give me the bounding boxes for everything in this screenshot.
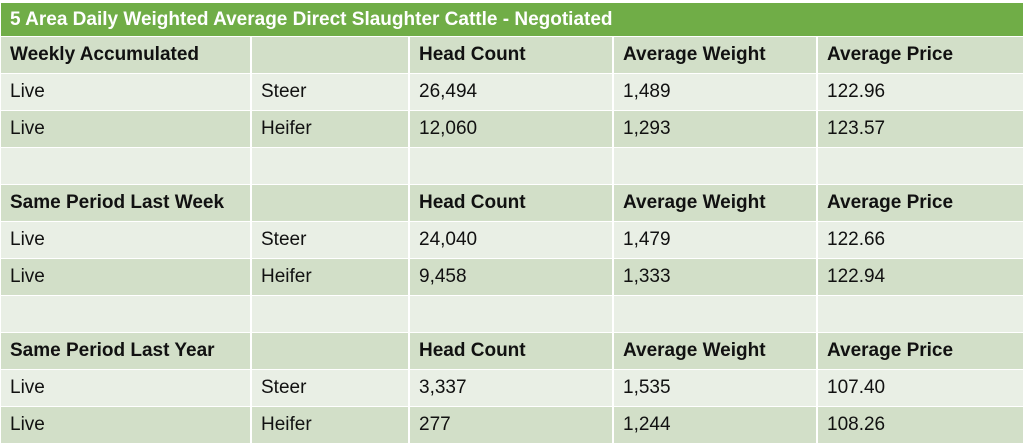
header-cell [251,36,410,74]
spacer-row [1,147,1024,185]
class-cell: Steer [251,369,410,407]
type-cell: Live [1,110,252,148]
head-count-cell: 12,060 [409,110,614,148]
header-head-count: Head Count [409,184,614,222]
table-row: Live Steer 24,040 1,479 122.66 [1,221,1024,259]
head-count-cell: 3,337 [409,369,614,407]
class-cell: Heifer [251,110,410,148]
type-cell: Live [1,73,252,111]
average-weight-cell: 1,244 [613,406,818,444]
head-count-cell: 277 [409,406,614,444]
head-count-cell: 24,040 [409,221,614,259]
header-head-count: Head Count [409,36,614,74]
head-count-cell: 9,458 [409,258,614,296]
header-cell [251,184,410,222]
average-weight-cell: 1,489 [613,73,818,111]
class-cell: Steer [251,73,410,111]
table-row: Live Heifer 12,060 1,293 123.57 [1,110,1024,148]
table-row: Live Heifer 9,458 1,333 122.94 [1,258,1024,296]
header-average-price: Average Price [817,184,1024,222]
table-row: Live Steer 26,494 1,489 122.96 [1,73,1024,111]
average-weight-cell: 1,293 [613,110,818,148]
section-header-row: Same Period Last Year Head Count Average… [1,332,1024,370]
header-average-price: Average Price [817,332,1024,370]
type-cell: Live [1,258,252,296]
class-cell: Heifer [251,258,410,296]
header-average-weight: Average Weight [613,332,818,370]
class-cell: Heifer [251,406,410,444]
header-average-weight: Average Weight [613,184,818,222]
head-count-cell: 26,494 [409,73,614,111]
average-price-cell: 108.26 [817,406,1024,444]
section-header-row: Weekly Accumulated Head Count Average We… [1,36,1024,74]
average-price-cell: 122.96 [817,73,1024,111]
section-label: Weekly Accumulated [1,36,252,74]
average-weight-cell: 1,333 [613,258,818,296]
header-average-weight: Average Weight [613,36,818,74]
spacer-row [1,295,1024,333]
type-cell: Live [1,221,252,259]
table-row: Live Heifer 277 1,244 108.26 [1,406,1024,444]
average-price-cell: 122.66 [817,221,1024,259]
average-weight-cell: 1,535 [613,369,818,407]
average-price-cell: 123.57 [817,110,1024,148]
header-cell [251,332,410,370]
header-average-price: Average Price [817,36,1024,74]
average-price-cell: 107.40 [817,369,1024,407]
section-label: Same Period Last Year [1,332,252,370]
section-label: Same Period Last Week [1,184,252,222]
section-header-row: Same Period Last Week Head Count Average… [1,184,1024,222]
title-row: 5 Area Daily Weighted Average Direct Sla… [1,3,1024,37]
average-weight-cell: 1,479 [613,221,818,259]
cattle-price-table: 5 Area Daily Weighted Average Direct Sla… [1,3,1024,444]
type-cell: Live [1,406,252,444]
class-cell: Steer [251,221,410,259]
table-row: Live Steer 3,337 1,535 107.40 [1,369,1024,407]
type-cell: Live [1,369,252,407]
average-price-cell: 122.94 [817,258,1024,296]
header-head-count: Head Count [409,332,614,370]
table-title: 5 Area Daily Weighted Average Direct Sla… [1,3,1024,37]
